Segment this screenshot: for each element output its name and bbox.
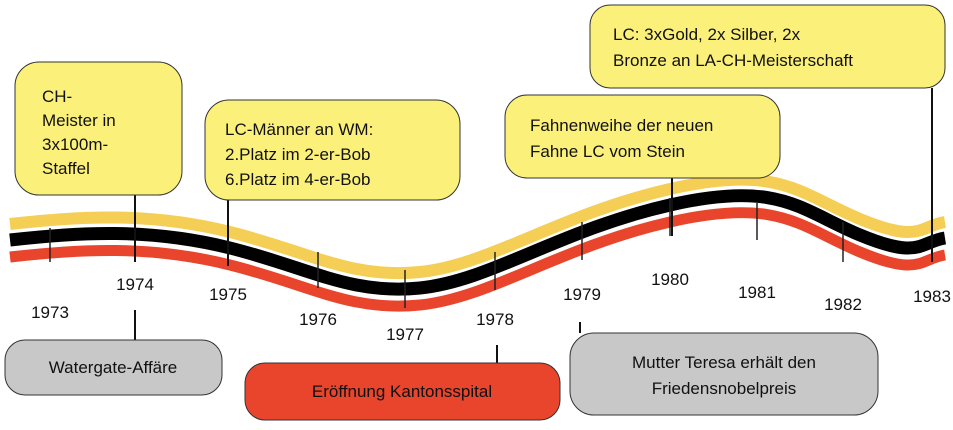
event-text: Bronze an LA-CH-Meisterschaft bbox=[613, 51, 853, 70]
event-text: Staffel bbox=[42, 159, 90, 178]
event-text: Meister in bbox=[42, 111, 116, 130]
event-text: LC: 3xGold, 2x Silber, 2x bbox=[613, 25, 801, 44]
event-text: 3x100m- bbox=[42, 135, 108, 154]
event-text: LC-Männer an WM: bbox=[225, 120, 373, 139]
event-box bbox=[204, 99, 461, 201]
year-label: 1979 bbox=[563, 285, 601, 304]
year-label: 1974 bbox=[116, 275, 154, 294]
event-text: CH- bbox=[42, 87, 72, 106]
layer: 1973 1974 1975 1976 1977 1978 1979 1980 1981 1982… bbox=[4, 4, 951, 421]
event-box bbox=[569, 332, 879, 416]
year-label: 1977 bbox=[386, 325, 424, 344]
band-yellow bbox=[9, 173, 947, 280]
event-text: Fahnenweihe der neuen bbox=[530, 116, 713, 135]
year-label: 1978 bbox=[476, 310, 514, 329]
event-box bbox=[14, 61, 183, 196]
event-text: Fahne LC vom Stein bbox=[530, 142, 685, 161]
year-label: 1981 bbox=[738, 283, 776, 302]
event-box bbox=[4, 339, 223, 396]
year-label: 1973 bbox=[31, 303, 69, 322]
event-text: Watergate-Affäre bbox=[49, 358, 178, 377]
band-black bbox=[9, 189, 947, 296]
event-text: 2.Platz im 2-er-Bob bbox=[225, 145, 371, 164]
event-text: Mutter Teresa erhält den bbox=[632, 353, 816, 372]
event-box bbox=[589, 4, 946, 89]
year-label: 1975 bbox=[209, 285, 247, 304]
year-label: 1983 bbox=[913, 287, 951, 306]
event-box bbox=[504, 94, 781, 179]
event-text: Friedensnobelpreis bbox=[652, 379, 797, 398]
event-box bbox=[244, 362, 561, 421]
band-red bbox=[9, 207, 947, 312]
year-label: 1976 bbox=[299, 310, 337, 329]
year-label: 1982 bbox=[824, 295, 862, 314]
event-text: 6.Platz im 4-er-Bob bbox=[225, 170, 371, 189]
year-label: 1980 bbox=[651, 270, 689, 289]
band bbox=[9, 173, 947, 312]
event-text: Eröffnung Kantonsspital bbox=[312, 382, 492, 401]
